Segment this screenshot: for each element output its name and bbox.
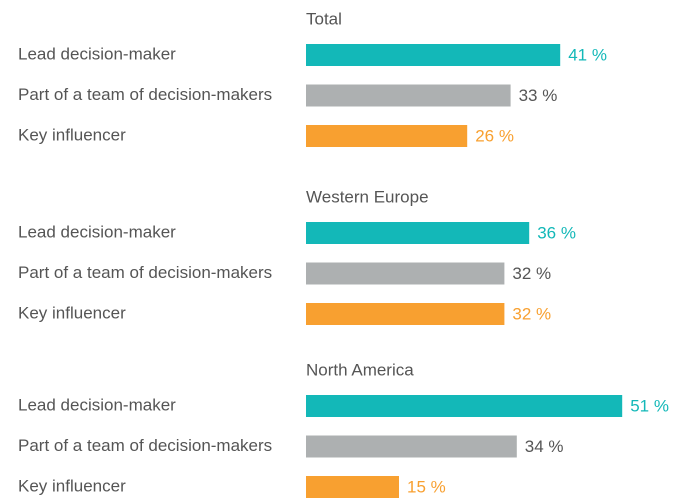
bar (306, 222, 530, 244)
bar (306, 125, 468, 147)
panel-title: North America (306, 360, 414, 379)
value-label: 15 % (407, 477, 446, 496)
bar (306, 395, 623, 417)
value-label: 33 % (519, 86, 558, 105)
panel-title: Total (306, 9, 342, 28)
category-label: Part of a team of decision-makers (18, 436, 272, 455)
category-label: Key influencer (18, 125, 126, 144)
category-label: Key influencer (18, 303, 126, 322)
category-label: Part of a team of decision-makers (18, 263, 272, 282)
panel-title: Western Europe (306, 187, 429, 206)
category-label: Lead decision-maker (18, 44, 176, 63)
bar (306, 476, 399, 498)
bar (306, 84, 511, 107)
value-label: 26 % (475, 126, 514, 145)
category-label: Lead decision-maker (18, 222, 176, 241)
category-label: Key influencer (18, 476, 126, 495)
value-label: 32 % (512, 304, 551, 323)
category-label: Lead decision-maker (18, 395, 176, 414)
bar (306, 262, 505, 285)
bar (306, 435, 517, 458)
value-label: 51 % (630, 396, 669, 415)
value-label: 32 % (512, 264, 551, 283)
bar (306, 44, 561, 66)
value-label: 36 % (537, 223, 576, 242)
value-label: 41 % (568, 45, 607, 64)
category-label: Part of a team of decision-makers (18, 85, 272, 104)
bar (306, 303, 505, 325)
value-label: 34 % (525, 437, 564, 456)
